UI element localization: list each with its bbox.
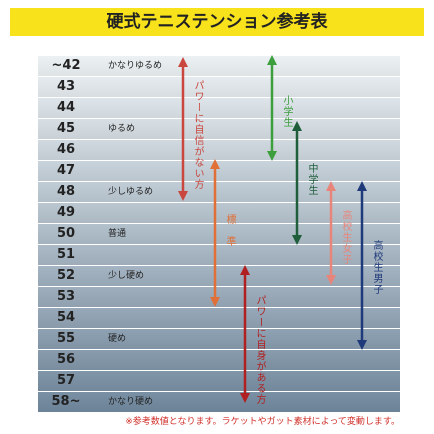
title-bar: 硬式テニステンション参考表 [10, 8, 424, 36]
arrow-label: 準 [224, 236, 235, 247]
arrow-label: パワーに自身がある方 [254, 295, 265, 405]
tension: 50 [56, 225, 76, 241]
feel: ゆるめ [108, 123, 136, 134]
feel: かなりゆるめ [108, 60, 163, 71]
table-row: ~42 かなりゆるめ [38, 55, 400, 77]
feel: 少し硬め [108, 271, 145, 282]
tension: 53 [56, 289, 76, 305]
tension: 49 [56, 204, 76, 220]
table-row: 54 [38, 308, 400, 330]
table-row: 45 ゆるめ [38, 118, 400, 140]
feel: 硬め [108, 334, 127, 345]
tension: 43 [56, 78, 76, 94]
arrow-label: 高校生男子 [371, 240, 382, 295]
tension: 46 [56, 141, 76, 157]
arrow-label: パワーに自信がない方 [192, 80, 203, 190]
table-row: 44 [38, 97, 400, 119]
feel: かなり硬め [108, 397, 154, 408]
tension: 57 [56, 373, 76, 389]
table-row: 55 硬め [38, 329, 400, 351]
feel: 普通 [108, 228, 127, 239]
footnote: ※参考数値となります。ラケットやガット素材によって変動します。 [125, 417, 400, 427]
tension: 44 [56, 99, 76, 115]
tension: 58~ [51, 394, 81, 410]
tension: 45 [56, 120, 76, 136]
title: 硬式テニステンション参考表 [106, 12, 328, 32]
arrow-label: 中学生 [306, 163, 317, 196]
tension: ~42 [51, 57, 81, 73]
arrow-label: 小学生 [281, 95, 292, 128]
tension: 52 [56, 268, 76, 284]
tension: 56 [56, 352, 76, 368]
tension: 54 [56, 310, 76, 326]
table-row: 58~ かなり硬め [38, 392, 400, 414]
table-row: 57 [38, 371, 400, 393]
tension: 55 [56, 331, 76, 347]
arrow-label: 高校生女子 [340, 210, 351, 265]
table-row: 43 [38, 76, 400, 98]
feel: 少しゆるめ [108, 186, 154, 197]
table-row: 56 [38, 350, 400, 372]
tension: 47 [56, 162, 76, 178]
tension: 51 [56, 247, 76, 263]
arrow-label: 標 [224, 214, 235, 225]
tension: 48 [56, 183, 76, 199]
